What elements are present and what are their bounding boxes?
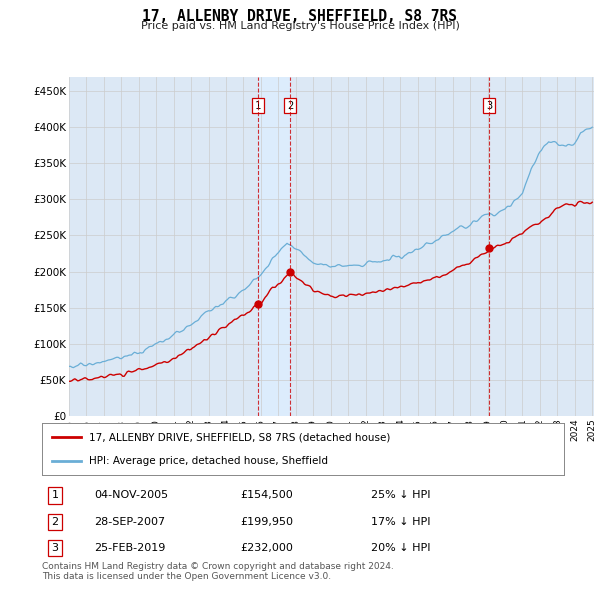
Text: 1: 1 (255, 100, 261, 110)
Text: 3: 3 (52, 543, 59, 553)
Text: 3: 3 (486, 100, 492, 110)
Text: 25% ↓ HPI: 25% ↓ HPI (371, 490, 430, 500)
Text: £232,000: £232,000 (241, 543, 293, 553)
Text: 2: 2 (52, 517, 59, 527)
Text: Contains HM Land Registry data © Crown copyright and database right 2024.
This d: Contains HM Land Registry data © Crown c… (42, 562, 394, 581)
Text: 17% ↓ HPI: 17% ↓ HPI (371, 517, 430, 527)
Text: 1: 1 (52, 490, 59, 500)
Text: 20% ↓ HPI: 20% ↓ HPI (371, 543, 430, 553)
Text: 28-SEP-2007: 28-SEP-2007 (94, 517, 166, 527)
Text: 25-FEB-2019: 25-FEB-2019 (94, 543, 166, 553)
Text: Price paid vs. HM Land Registry's House Price Index (HPI): Price paid vs. HM Land Registry's House … (140, 21, 460, 31)
Bar (258, 77, 290, 416)
Text: 04-NOV-2005: 04-NOV-2005 (94, 490, 169, 500)
Text: £154,500: £154,500 (241, 490, 293, 500)
Text: HPI: Average price, detached house, Sheffield: HPI: Average price, detached house, Shef… (89, 456, 328, 466)
Text: 17, ALLENBY DRIVE, SHEFFIELD, S8 7RS (detached house): 17, ALLENBY DRIVE, SHEFFIELD, S8 7RS (de… (89, 432, 391, 442)
Text: 17, ALLENBY DRIVE, SHEFFIELD, S8 7RS: 17, ALLENBY DRIVE, SHEFFIELD, S8 7RS (143, 9, 458, 24)
Text: 2: 2 (287, 100, 293, 110)
Text: £199,950: £199,950 (241, 517, 293, 527)
